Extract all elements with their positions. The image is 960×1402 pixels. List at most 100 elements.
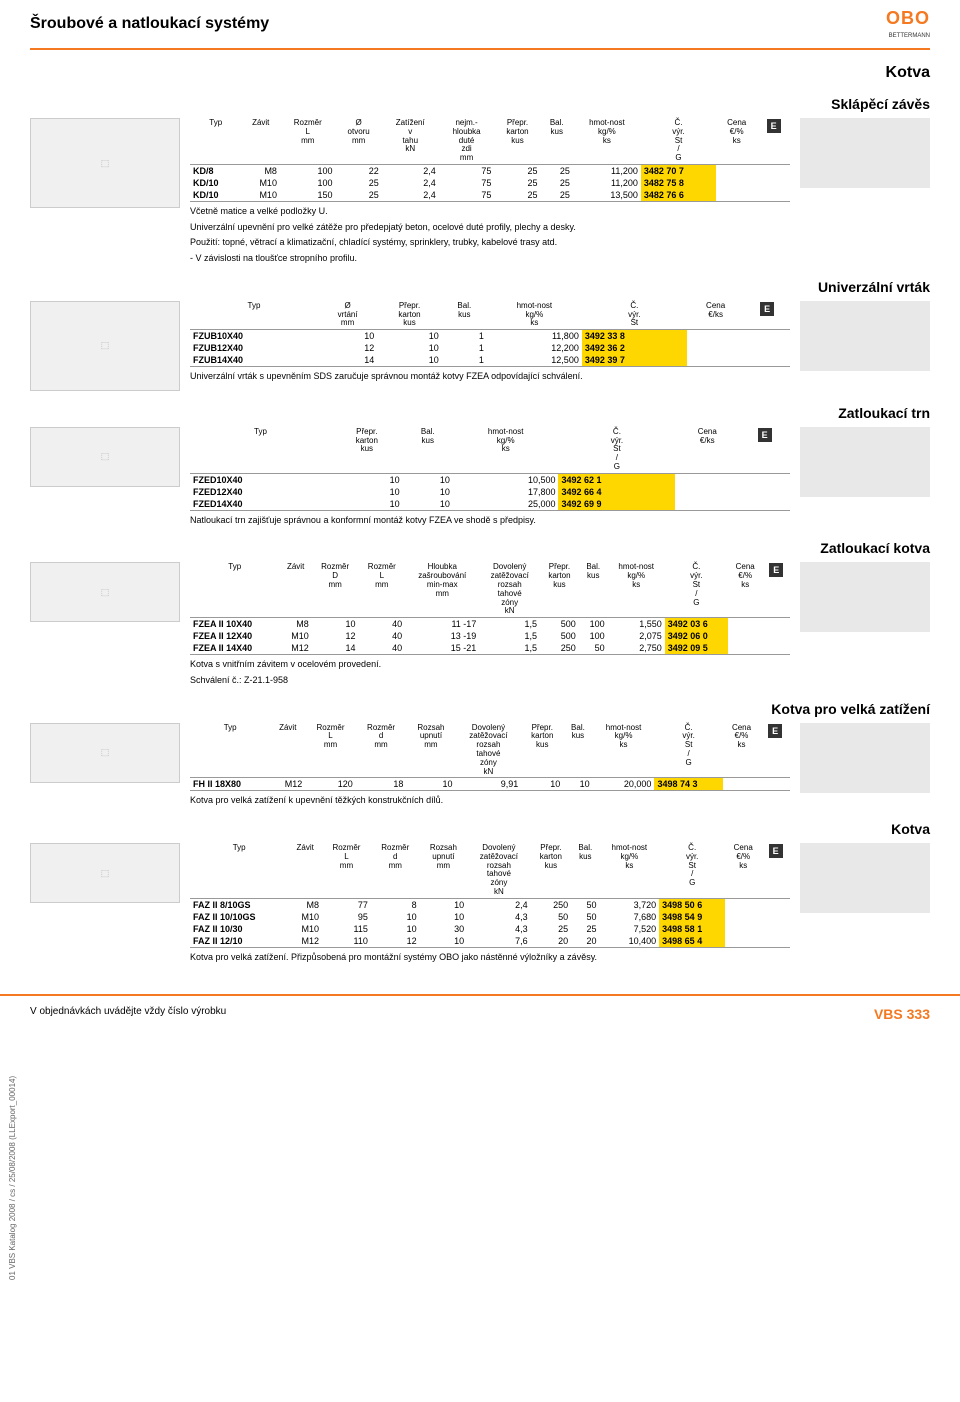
table-cell: 25: [494, 164, 540, 177]
table-cell: 10: [331, 486, 403, 498]
table-cell: 25: [494, 189, 540, 202]
table-cell: 11,800: [487, 330, 582, 343]
table-header: Cena€/ks: [687, 301, 744, 330]
table-cell: FZED12X40: [190, 486, 331, 498]
table-cell: 100: [579, 630, 608, 642]
technical-diagram: ⬚: [30, 118, 180, 208]
table-header: DovolenýzatěžovacírozsahtahovézónykN: [467, 843, 530, 898]
table-header: hmot-nostkg/%ks: [593, 723, 655, 778]
table-cell: 3492 39 7: [582, 354, 687, 367]
footer-right: VBS 333: [874, 1006, 930, 1022]
table-cell: [725, 923, 761, 935]
table-cell: FZED10X40: [190, 473, 331, 486]
table-cell: 10: [331, 498, 403, 511]
table-cell: 1,5: [479, 630, 540, 642]
table-cell: FH II 18X80: [190, 778, 270, 791]
table-header: Přepr.kartonkus: [540, 562, 579, 617]
table-cell: 10: [521, 778, 563, 791]
product-table: TypØvrtánímmPřepr.kartonkusBal.kushmot-n…: [190, 301, 790, 367]
table-cell: 10: [331, 473, 403, 486]
table-row: FZEA II 14X40M12144015 -211,5250502,7503…: [190, 642, 790, 655]
table-cell: 25: [531, 923, 572, 935]
table-header: Přepr.kartonkus: [531, 843, 572, 898]
table-cell: 12: [312, 630, 359, 642]
table-header: Bal.kus: [571, 843, 599, 898]
table-cell: 14: [318, 354, 377, 367]
table-cell: M10: [242, 177, 280, 189]
table-cell: 100: [579, 618, 608, 631]
table-header: Typ: [190, 843, 288, 898]
table-cell: 10: [377, 342, 441, 354]
table-cell: 10: [371, 923, 420, 935]
table-header: Typ: [190, 301, 318, 330]
table-cell: 10,400: [600, 935, 660, 948]
table-cell: 14: [312, 642, 359, 655]
table-header: Cena€/%ks: [723, 723, 760, 778]
table-cell: [687, 354, 744, 367]
table-cell: 2,750: [608, 642, 665, 655]
section-note: Použití: topné, větrací a klimatizační, …: [190, 237, 790, 249]
table-cell: 3498 54 9: [659, 911, 725, 923]
table-cell: 11 -17: [405, 618, 479, 631]
page-header: Šroubové a natloukací systémy OBO BETTER…: [0, 0, 960, 48]
table-cell: [716, 164, 757, 177]
table-row: FAZ II 8/10GSM8778102,4250503,7203498 50…: [190, 898, 790, 911]
table-header: Øvrtánímm: [318, 301, 377, 330]
table-cell: 10,500: [453, 473, 559, 486]
product-table: TypPřepr.kartonkusBal.kushmot-nostkg/%ks…: [190, 427, 790, 511]
product-image: [800, 301, 930, 371]
table-cell: 1,5: [479, 642, 540, 655]
table-cell: 4,3: [467, 911, 530, 923]
table-cell: 3492 09 5: [665, 642, 728, 655]
table-cell: 3492 69 9: [558, 498, 675, 511]
table-cell: 20: [531, 935, 572, 948]
table-cell: 40: [358, 618, 405, 631]
eco-badge: E: [758, 428, 772, 442]
table-row: KD/8M8100222,475252511,2003482 70 7: [190, 164, 790, 177]
table-row: FZUB14X401410112,5003492 39 7: [190, 354, 790, 367]
product-image: [800, 723, 930, 793]
section-subtitle: Univerzální vrták: [30, 279, 930, 295]
table-cell: FZEA II 14X40: [190, 642, 280, 655]
table-header: Bal.kus: [579, 562, 608, 617]
section-subtitle: Sklápěcí závěs: [30, 96, 930, 112]
table-cell: FAZ II 10/10GS: [190, 911, 288, 923]
table-cell: 25: [571, 923, 599, 935]
table-cell: 9,91: [456, 778, 522, 791]
eco-badge: E: [769, 844, 783, 858]
table-header: hmot-nostkg/%ks: [573, 118, 641, 164]
table-cell: M8: [242, 164, 280, 177]
table-cell: 10: [403, 486, 453, 498]
section-note: Kotva s vnitřním závitem v ocelovém prov…: [190, 659, 790, 671]
table-header: RozměrDmm: [312, 562, 359, 617]
table-cell: 11,200: [573, 164, 641, 177]
product-section: Kotva pro velká zatížení⬚TypZávitRozměrL…: [30, 701, 930, 807]
table-header: Bal.kus: [403, 427, 453, 473]
section-note: Univerzální vrták s upevněním SDS zaruču…: [190, 371, 790, 383]
table-row: KD/10M10100252,475252511,2003482 75 8: [190, 177, 790, 189]
table-cell: M10: [242, 189, 280, 202]
table-header: hmot-nostkg/%ks: [608, 562, 665, 617]
table-cell: 2,075: [608, 630, 665, 642]
table-header: Přepr.kartonkus: [377, 301, 441, 330]
section-note: Kotva pro velká zatížení k upevnění těžk…: [190, 795, 790, 807]
table-cell: 1,5: [479, 618, 540, 631]
table-cell: 3492 06 0: [665, 630, 728, 642]
table-cell: 8: [371, 898, 420, 911]
table-cell: FAZ II 12/10: [190, 935, 288, 948]
logo-block: OBO BETTERMANN: [886, 8, 930, 40]
table-cell: 10: [318, 330, 377, 343]
group-title: Kotva: [30, 64, 930, 82]
table-cell: [728, 630, 762, 642]
table-row: FZUB10X401010111,8003492 33 8: [190, 330, 790, 343]
table-cell: [675, 486, 739, 498]
table-cell: 7,520: [600, 923, 660, 935]
table-cell: 25: [541, 164, 573, 177]
table-cell: 3492 62 1: [558, 473, 675, 486]
table-cell: 11,200: [573, 177, 641, 189]
table-cell: 40: [358, 630, 405, 642]
eco-badge: E: [769, 563, 783, 577]
table-row: FZEA II 10X40M8104011 -171,55001001,5503…: [190, 618, 790, 631]
table-header: Č.výr.St/G: [641, 118, 716, 164]
table-cell: 10: [403, 473, 453, 486]
